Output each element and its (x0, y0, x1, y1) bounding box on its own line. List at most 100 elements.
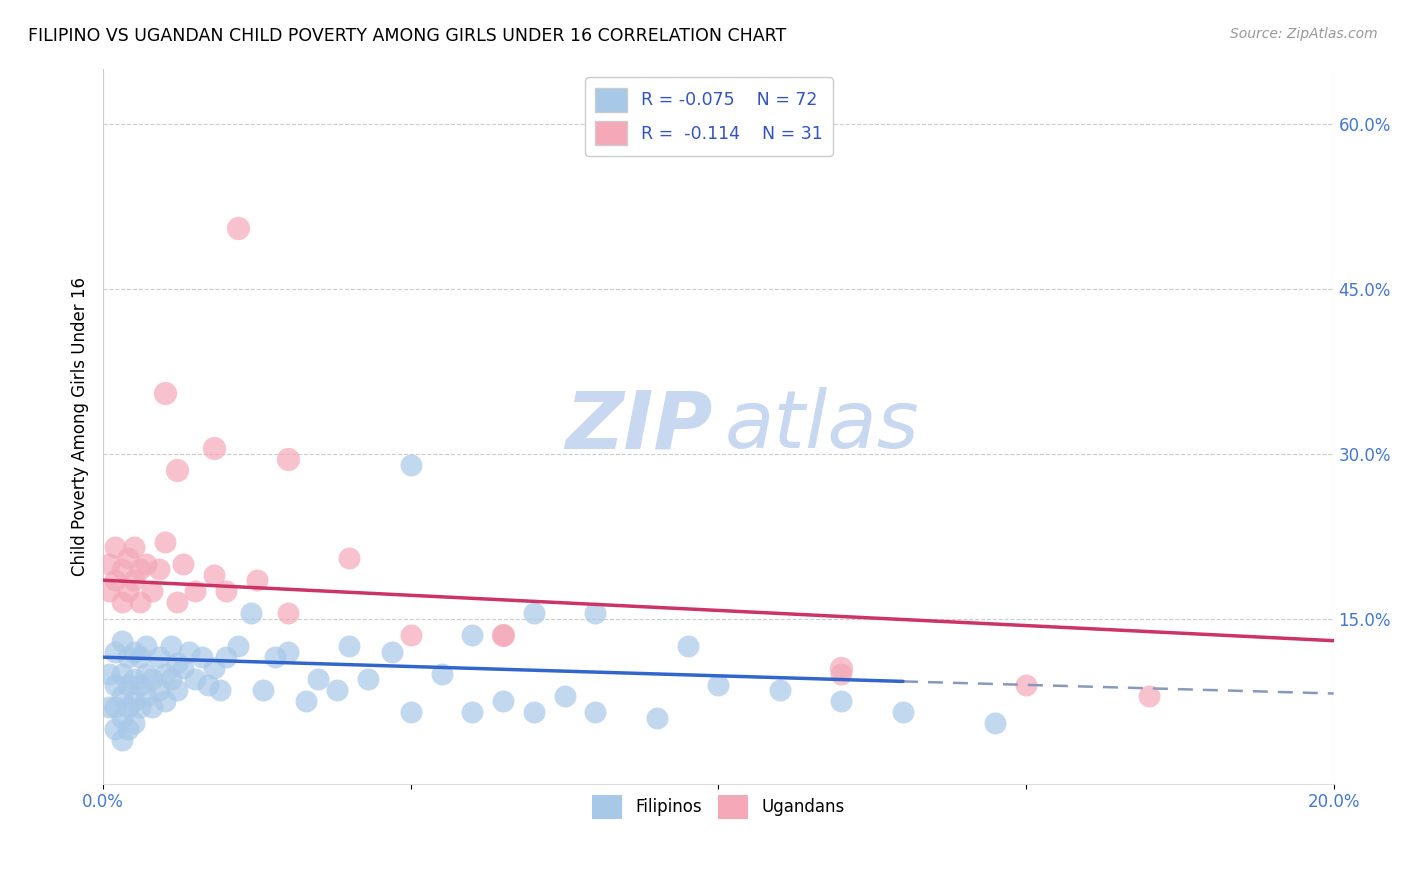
Point (110, 711, 132, 725)
Point (98, 666, 121, 681)
Point (399, 705, 422, 719)
Point (172, 661, 194, 675)
Point (135, 639, 157, 653)
Point (172, 557, 194, 571)
Point (277, 606, 299, 620)
Point (202, 661, 225, 675)
Point (430, 666, 453, 681)
Y-axis label: Child Poverty Among Girls Under 16: Child Poverty Among Girls Under 16 (72, 277, 89, 575)
Point (110, 633, 132, 648)
Point (277, 452, 299, 467)
Point (122, 694, 145, 708)
Point (148, 650, 170, 665)
Point (104, 645, 127, 659)
Point (523, 705, 546, 719)
Point (337, 551, 360, 566)
Point (122, 672, 145, 686)
Legend: Filipinos, Ugandans: Filipinos, Ugandans (585, 789, 852, 825)
Point (215, 650, 238, 665)
Point (117, 650, 139, 665)
Text: FILIPINO VS UGANDAN CHILD POVERTY AMONG GIRLS UNDER 16 CORRELATION CHART: FILIPINO VS UGANDAN CHILD POVERTY AMONG … (28, 27, 786, 45)
Point (135, 666, 157, 681)
Point (337, 639, 360, 653)
Point (110, 689, 132, 703)
Point (308, 672, 330, 686)
Point (208, 683, 231, 698)
Point (153, 694, 176, 708)
Point (246, 573, 269, 587)
Point (1137, 689, 1160, 703)
Point (104, 573, 127, 587)
Point (830, 694, 852, 708)
Point (166, 656, 188, 670)
Point (117, 722, 139, 736)
Point (98, 699, 121, 714)
Point (461, 705, 484, 719)
Point (252, 683, 274, 698)
Point (110, 732, 132, 747)
Point (129, 562, 152, 576)
Point (583, 606, 606, 620)
Point (184, 672, 207, 686)
Point (153, 386, 176, 401)
Point (523, 606, 546, 620)
Point (1015, 678, 1038, 692)
Point (129, 699, 152, 714)
Text: Source: ZipAtlas.com: Source: ZipAtlas.com (1230, 27, 1378, 41)
Point (492, 694, 515, 708)
Point (122, 645, 145, 659)
Point (148, 562, 170, 576)
Point (197, 678, 219, 692)
Point (830, 661, 852, 675)
Point (461, 628, 484, 642)
Point (110, 562, 132, 576)
Point (122, 573, 145, 587)
Point (135, 557, 157, 571)
Point (190, 650, 212, 665)
Point (179, 645, 201, 659)
Point (153, 534, 176, 549)
Point (98, 584, 121, 599)
Point (117, 699, 139, 714)
Point (110, 595, 132, 609)
Point (159, 672, 181, 686)
Point (830, 666, 852, 681)
Point (707, 678, 730, 692)
Point (645, 711, 668, 725)
Point (202, 567, 225, 582)
Point (277, 645, 299, 659)
Point (104, 699, 127, 714)
Point (104, 540, 127, 554)
Point (129, 595, 152, 609)
Point (228, 221, 250, 235)
Point (184, 584, 207, 599)
Point (228, 639, 250, 653)
Point (357, 672, 380, 686)
Point (984, 716, 1007, 731)
Point (129, 678, 152, 692)
Point (141, 699, 163, 714)
Point (492, 628, 515, 642)
Point (166, 683, 188, 698)
Point (399, 628, 422, 642)
Text: atlas: atlas (724, 387, 920, 465)
Point (129, 650, 152, 665)
Point (104, 722, 127, 736)
Point (676, 639, 699, 653)
Point (583, 705, 606, 719)
Point (117, 551, 139, 566)
Point (98, 557, 121, 571)
Point (141, 672, 163, 686)
Point (122, 716, 145, 731)
Point (554, 689, 576, 703)
Point (141, 584, 163, 599)
Point (381, 645, 404, 659)
Point (326, 683, 349, 698)
Point (153, 666, 176, 681)
Point (239, 606, 262, 620)
Point (159, 639, 181, 653)
Point (215, 584, 238, 599)
Point (399, 458, 422, 472)
Point (166, 463, 188, 477)
Point (135, 689, 157, 703)
